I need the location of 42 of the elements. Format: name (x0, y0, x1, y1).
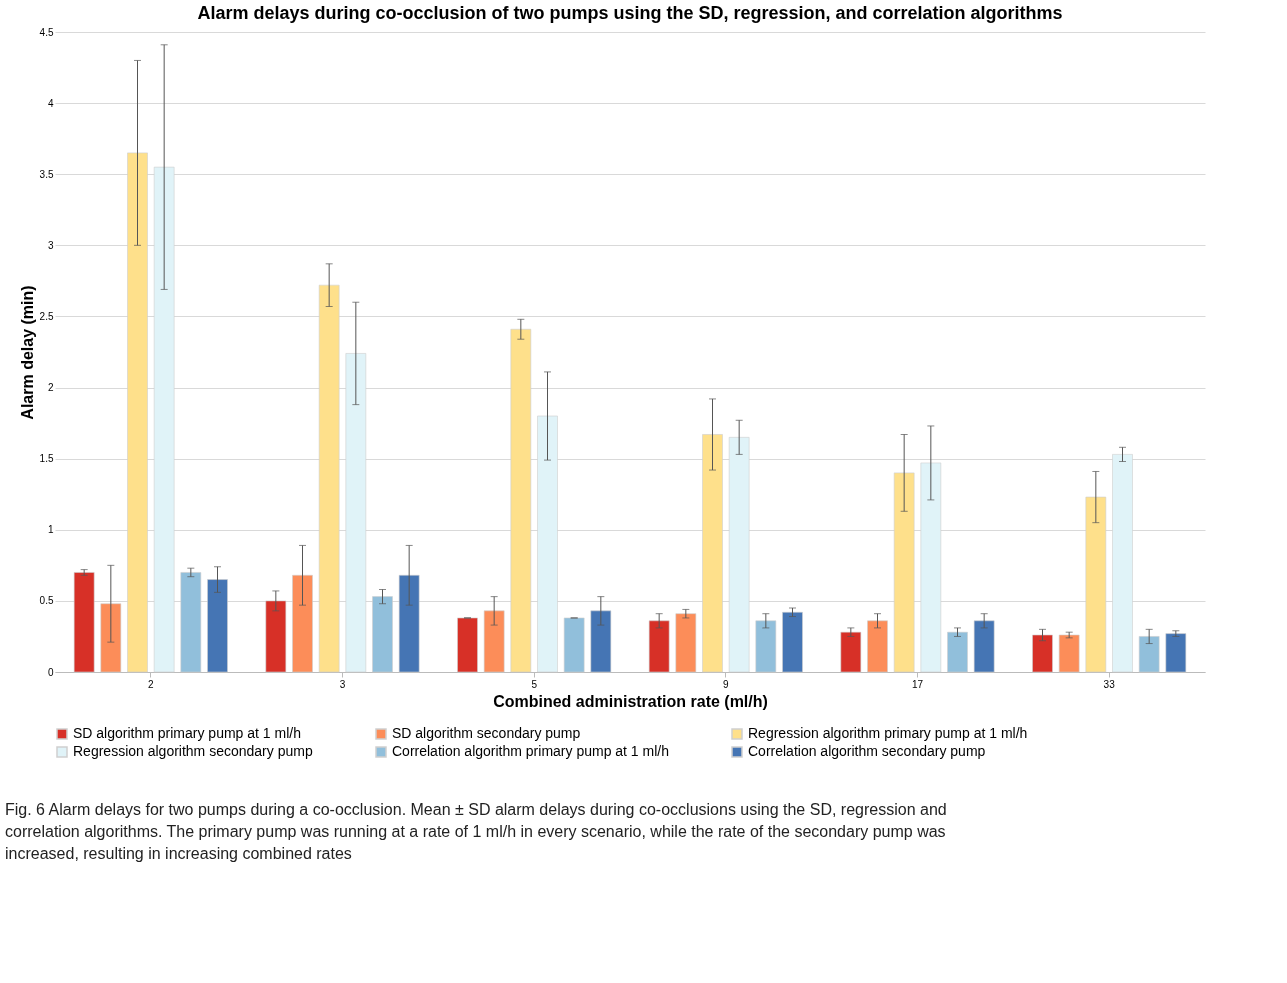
legend-label: Correlation algorithm secondary pump (748, 743, 986, 759)
bar (1032, 634, 1053, 673)
chart-title: Alarm delays during co-occlusion of two pumps using the SD, regression, and correlation algorithms (197, 3, 1063, 23)
x-tick-label: 2 (148, 678, 155, 690)
x-tick-label: 17 (911, 678, 924, 690)
legend-label: Regression algorithm primary pump at 1 ml/h (748, 725, 1028, 741)
bar (1058, 634, 1080, 673)
bar (840, 631, 862, 673)
y-tick-label: 1.5 (39, 453, 54, 465)
legend-label: Correlation algorithm primary pump at 1 ml/h (392, 743, 669, 759)
x-tick-label: 5 (531, 678, 538, 690)
bar (648, 620, 670, 673)
y-tick-label: 0 (47, 666, 54, 678)
y-tick-label: 3 (47, 239, 54, 251)
bar (1165, 633, 1187, 673)
bar (457, 617, 478, 673)
y-tick-label: 2.5 (39, 310, 54, 322)
legend-label: Regression algorithm secondary pump (73, 743, 313, 759)
bar (1138, 636, 1160, 673)
legend-label: SD algorithm primary pump at 1 ml/h (73, 725, 301, 741)
bar (782, 611, 803, 673)
bar (590, 610, 612, 673)
x-tick-label: 3 (339, 678, 346, 690)
legend-label: SD algorithm secondary pump (392, 725, 581, 741)
y-tick-label: 4.5 (39, 26, 54, 38)
x-tick-label: 9 (723, 678, 730, 690)
bar (563, 617, 585, 673)
bar (675, 613, 697, 673)
bar (973, 620, 995, 673)
bar (483, 610, 505, 673)
bar (867, 620, 888, 673)
x-axis-title: Combined administration rate (ml/h) (493, 692, 768, 710)
y-tick-label: 0.5 (39, 595, 54, 607)
y-tick-label: 2 (47, 382, 54, 394)
bar (947, 631, 968, 673)
y-tick-label: 1 (47, 524, 54, 536)
y-axis-title: Alarm delay (min) (18, 285, 36, 420)
x-tick-label: 33 (1103, 678, 1116, 690)
caption: Fig. 6 Alarm delays for two pumps during a co-occlusion. Mean ± SD alarm delays during co-occlusions using the SD, regression and correlation algorithms. The primary pump was running at a rate of 1 ml/h in every scenario, while the rate of the secondary pump was increased, resulting in increasing combined rates (5, 801, 947, 862)
y-tick-label: 3.5 (39, 168, 54, 180)
bar (755, 620, 777, 673)
y-tick-label: 4 (47, 97, 54, 109)
